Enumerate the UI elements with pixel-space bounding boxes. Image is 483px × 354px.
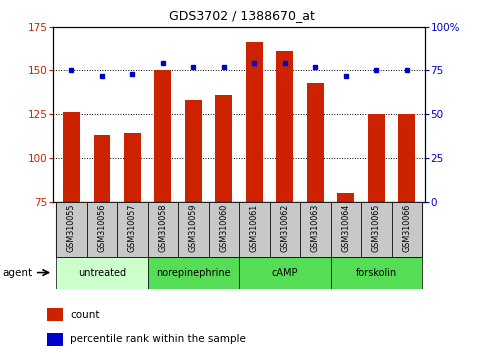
Bar [56,202,86,257]
Bar [86,202,117,257]
Bar [361,202,392,257]
Text: GDS3702 / 1388670_at: GDS3702 / 1388670_at [169,9,314,22]
Bar [330,257,422,289]
Text: GSM310062: GSM310062 [280,204,289,252]
Bar [300,202,330,257]
Bar [185,100,202,202]
Bar [215,95,232,202]
Bar [178,202,209,257]
Text: agent: agent [2,268,32,278]
Text: GSM310064: GSM310064 [341,204,350,252]
Bar [368,114,384,202]
Bar [276,51,293,202]
Text: GSM310058: GSM310058 [158,204,168,252]
Bar [392,202,422,257]
Bar [94,135,110,202]
Bar [270,202,300,257]
Bar [338,193,354,202]
Bar [148,257,239,289]
Bar [124,133,141,202]
Bar [117,202,148,257]
Text: count: count [70,309,99,320]
Text: GSM310061: GSM310061 [250,204,259,252]
Text: GSM310055: GSM310055 [67,204,76,252]
Bar [155,70,171,202]
Bar [148,202,178,257]
Text: GSM310063: GSM310063 [311,204,320,252]
Text: GSM310066: GSM310066 [402,204,411,252]
Bar [246,42,263,202]
Text: GSM310060: GSM310060 [219,204,228,252]
Text: cAMP: cAMP [271,268,298,278]
Bar [307,82,324,202]
Text: percentile rank within the sample: percentile rank within the sample [70,334,246,344]
Text: GSM310065: GSM310065 [372,204,381,252]
Text: untreated: untreated [78,268,126,278]
Bar [47,333,63,346]
Text: GSM310056: GSM310056 [98,204,106,252]
Bar [398,114,415,202]
Text: GSM310059: GSM310059 [189,204,198,252]
Bar [209,202,239,257]
Bar [239,257,330,289]
Bar [47,308,63,321]
Text: GSM310057: GSM310057 [128,204,137,252]
Text: forskolin: forskolin [355,268,397,278]
Text: norepinephrine: norepinephrine [156,268,231,278]
Bar [330,202,361,257]
Bar [239,202,270,257]
Bar [56,257,148,289]
Bar [63,113,80,202]
